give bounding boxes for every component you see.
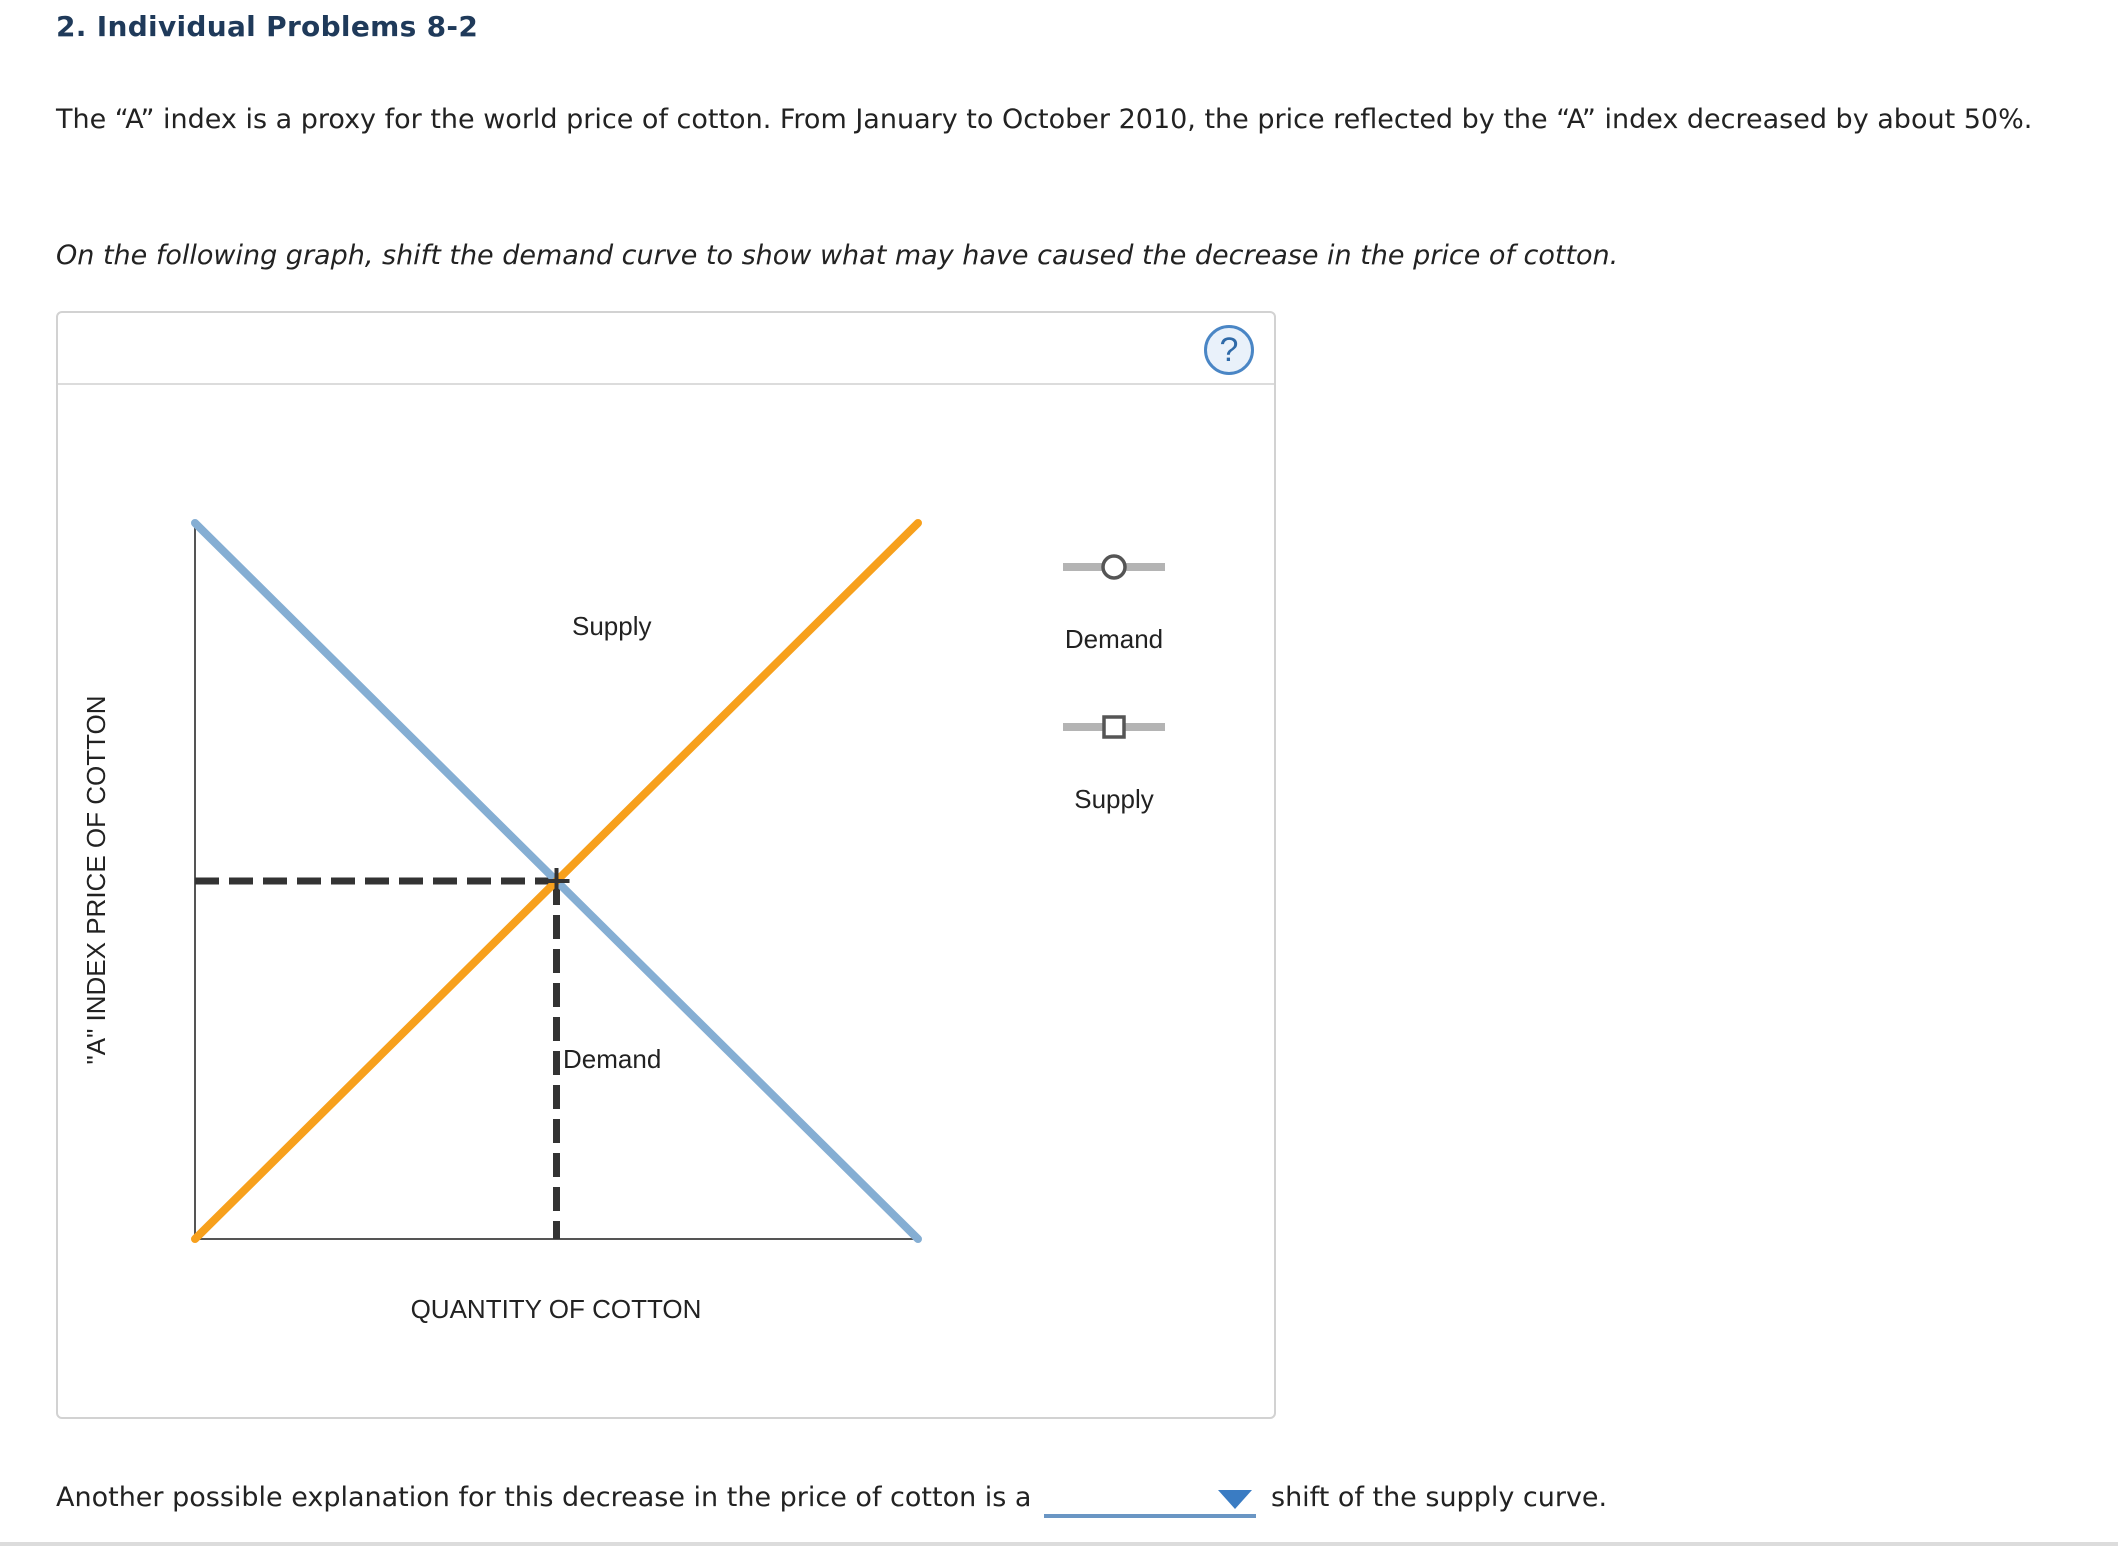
supply-demand-graph[interactable]: "A" INDEX PRICE OF COTTON Supply Demand … [58, 313, 1274, 1417]
supply-tool[interactable]: Supply [1063, 715, 1165, 814]
question-text-after: shift of the supply curve. [1271, 1482, 1608, 1513]
y-axis-label: "A" INDEX PRICE OF COTTON [81, 695, 111, 1064]
demand-tool[interactable]: Demand [1063, 554, 1165, 654]
x-axis-label: QUANTITY OF COTTON [411, 1294, 702, 1324]
demand-curve-label: Demand [563, 1044, 661, 1074]
shift-direction-dropdown[interactable] [1044, 1474, 1256, 1518]
question-text-before: Another possible explanation for this de… [56, 1482, 1032, 1513]
graph-panel: ? "A" INDEX PRICE OF COTTON Supply Deman… [56, 311, 1276, 1419]
help-button[interactable]: ? [1204, 325, 1254, 375]
demand-tool-circle-icon[interactable] [1101, 554, 1127, 580]
graph-instruction: On the following graph, shift the demand… [56, 240, 1619, 271]
graph-toolbar: ? [58, 313, 1274, 385]
problem-title: 2. Individual Problems 8-2 [56, 10, 479, 43]
curves-layer [191, 519, 922, 1243]
bottom-divider [0, 1542, 2118, 1546]
chevron-down-icon[interactable] [1218, 1490, 1252, 1509]
demand-tool-label: Demand [1065, 624, 1163, 654]
supply-curve-label: Supply [572, 611, 652, 641]
supply-tool-label: Supply [1074, 784, 1154, 814]
supply-tool-square-icon[interactable] [1102, 715, 1126, 739]
intro-paragraph: The “A” index is a proxy for the world p… [56, 104, 2033, 135]
